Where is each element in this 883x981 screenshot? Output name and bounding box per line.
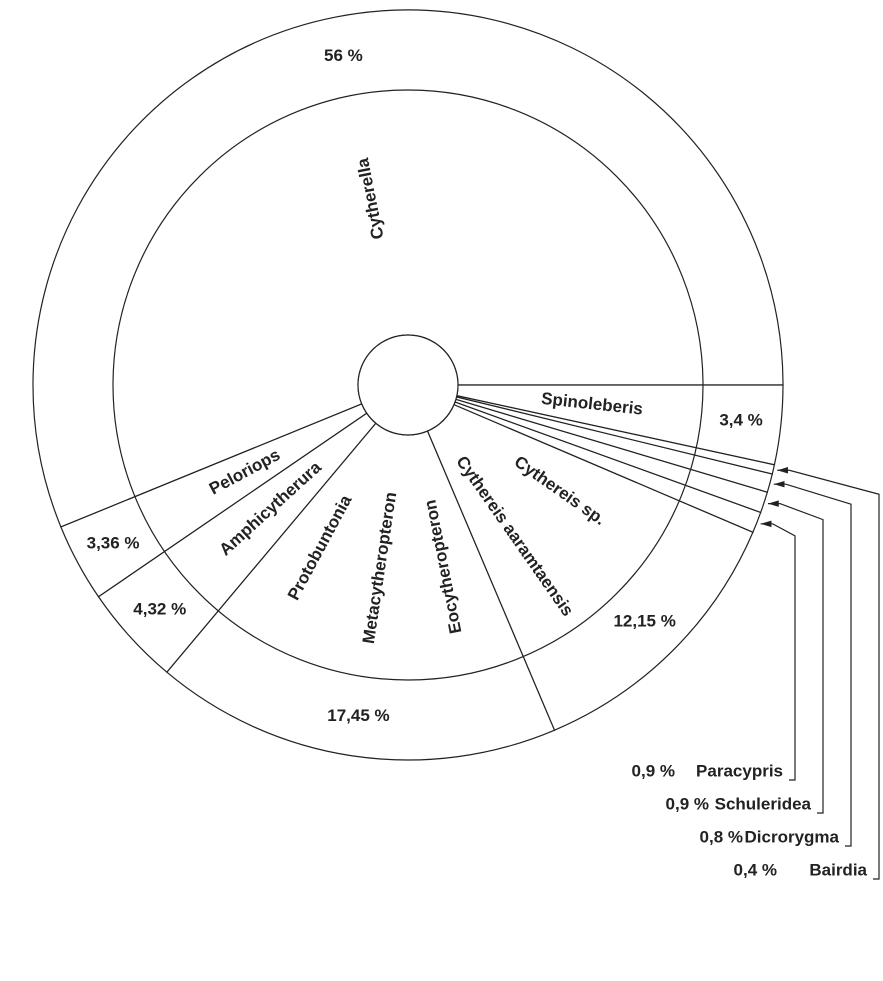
value-label: 0,8 %	[700, 827, 743, 846]
value-label: 0,4 %	[734, 860, 777, 879]
callout-line	[760, 520, 796, 781]
value-label: 0,9 %	[632, 761, 675, 780]
slice-name: Schuleridea	[715, 794, 812, 813]
hole	[357, 334, 459, 436]
callout-line	[767, 500, 824, 814]
callout-line	[777, 467, 880, 880]
value-label: 0,9 %	[666, 794, 709, 813]
value-label: 12,15 %	[613, 612, 675, 631]
value-label: 17,45 %	[327, 706, 389, 725]
slice-name: Bairdia	[809, 860, 867, 879]
callout-line	[773, 480, 852, 847]
value-label: 3,4 %	[719, 410, 762, 429]
value-label: 4,32 %	[133, 599, 186, 618]
value-label: 56 %	[324, 46, 363, 65]
slice-name: Dicrorygma	[745, 827, 840, 846]
slice-name: Paracypris	[696, 761, 783, 780]
value-label: 3,36 %	[87, 533, 140, 552]
inner-ring	[112, 89, 704, 681]
